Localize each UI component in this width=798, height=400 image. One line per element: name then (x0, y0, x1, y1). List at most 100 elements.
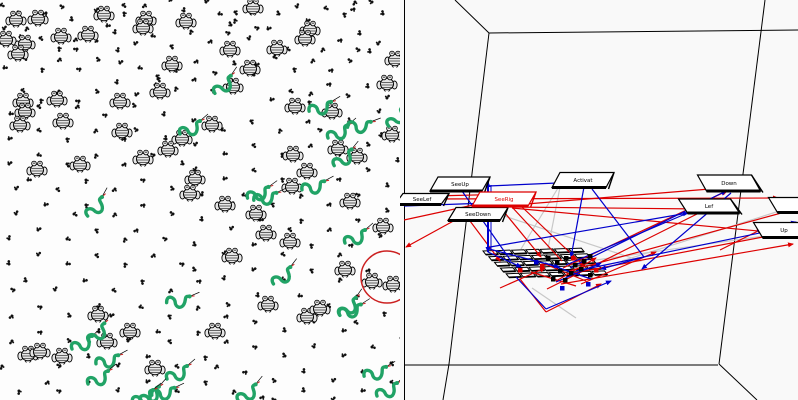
fly-sprite (122, 11, 127, 17)
fly-sprite (145, 354, 151, 359)
fly-sprite (308, 91, 314, 97)
fly-sprite (72, 211, 78, 217)
fly-sprite (132, 102, 137, 108)
fly-sprite (13, 210, 19, 216)
wireframe-edge (488, 29, 798, 34)
fly-sprite (189, 29, 194, 35)
fly-sprite (36, 103, 42, 110)
fly-sprite (223, 314, 229, 319)
fly-sprite (111, 287, 117, 293)
fly-sprite (277, 128, 283, 134)
frog-sprite (339, 192, 361, 210)
link-aG (491, 211, 642, 262)
snake-heading-line (256, 375, 263, 384)
grid-cell-edge (571, 250, 585, 254)
fly-sprite (330, 396, 336, 400)
link-aB (487, 251, 522, 268)
fly-sprite (259, 395, 265, 400)
snake-heading-line (119, 349, 128, 355)
fly-sprite (353, 319, 359, 325)
fly-sprite (8, 111, 14, 116)
snake-heading-line (371, 117, 381, 122)
frog-sprite (221, 247, 243, 265)
snake-sprite (164, 291, 200, 309)
node-plate-label: Up (780, 228, 788, 234)
fly-sprite (9, 339, 15, 345)
grid-cell-edge (508, 276, 522, 279)
snake-heading-line (365, 222, 374, 230)
snake-sprite (177, 113, 209, 137)
fly-sprite (301, 368, 306, 374)
node-plate-activat: Activat (551, 171, 615, 190)
fly-sprite (221, 275, 226, 281)
link-aB (515, 276, 547, 310)
fly-sprite (251, 267, 257, 272)
cluster-node-square (579, 267, 584, 272)
fly-sprite (150, 253, 156, 258)
fly-sprite (192, 166, 198, 172)
fly-sprite (301, 387, 306, 393)
link-aR (499, 206, 542, 258)
fly-sprite (95, 88, 100, 94)
fly-sprite (170, 185, 175, 191)
snake-sprite (270, 258, 297, 286)
fly-sprite (0, 364, 5, 370)
frog-sprite (327, 139, 349, 157)
snake-sprite (164, 358, 196, 382)
cluster-node-square (546, 256, 551, 261)
frog-sprite (52, 112, 74, 130)
link-aR (546, 211, 702, 290)
wireframe-edge (442, 363, 450, 400)
frog-sprite (109, 92, 131, 110)
fly-sprite (282, 352, 287, 358)
fly-sprite (114, 79, 119, 85)
fly-sprite (337, 252, 343, 258)
grid-cell-edge (551, 274, 565, 278)
fly-sprite (155, 329, 161, 334)
snake-sprite (245, 180, 278, 202)
link-aB (544, 262, 592, 280)
fly-sprite (40, 67, 45, 73)
fly-sprite (65, 162, 70, 168)
frog-sprite (119, 322, 141, 340)
frog-sprite (321, 102, 343, 120)
fly-sprite (192, 141, 198, 147)
fly-sprite (310, 58, 316, 64)
fly-sprite (75, 99, 81, 104)
link-aR (560, 242, 794, 285)
fly-sprite (39, 98, 44, 104)
snake-sprite (362, 361, 396, 381)
snake-heading-line (356, 288, 363, 297)
world-view[interactable] (0, 0, 400, 400)
grid-cell-edge (505, 258, 519, 261)
fly-sprite (0, 2, 5, 8)
snake-sprite (252, 187, 287, 206)
fly-sprite (203, 355, 208, 361)
brain-view-3d[interactable]: SeeUp SeeLef SeeDown SeeRig Activat Down Lef Up (400, 0, 798, 400)
fly-sprite (366, 141, 371, 147)
fly-sprite (222, 151, 228, 156)
link-aB (545, 280, 612, 310)
snake-heading-line (332, 96, 341, 102)
snake-heading-line (397, 379, 400, 383)
cluster-node-square (594, 268, 599, 273)
fly-sprite (294, 3, 300, 9)
fly-sprite (134, 92, 140, 97)
brain-background (400, 0, 798, 400)
fly-sprite (76, 67, 82, 72)
fly-sprite (180, 160, 185, 166)
snake-sprite (211, 66, 238, 96)
snake-heading-line (102, 187, 108, 196)
fly-sprite (94, 228, 99, 234)
fly-sprite (121, 162, 127, 167)
fly-sprite (280, 251, 286, 257)
fly-sprite (323, 5, 329, 11)
fly-sprite (368, 0, 374, 5)
link-aG (531, 287, 577, 319)
fly-sprite (212, 70, 218, 76)
fly-sprite (140, 203, 146, 208)
fly-sprite (337, 38, 343, 43)
cluster-node-square (534, 260, 539, 265)
link-aB (591, 188, 645, 258)
wireframe-edge (718, 363, 758, 400)
